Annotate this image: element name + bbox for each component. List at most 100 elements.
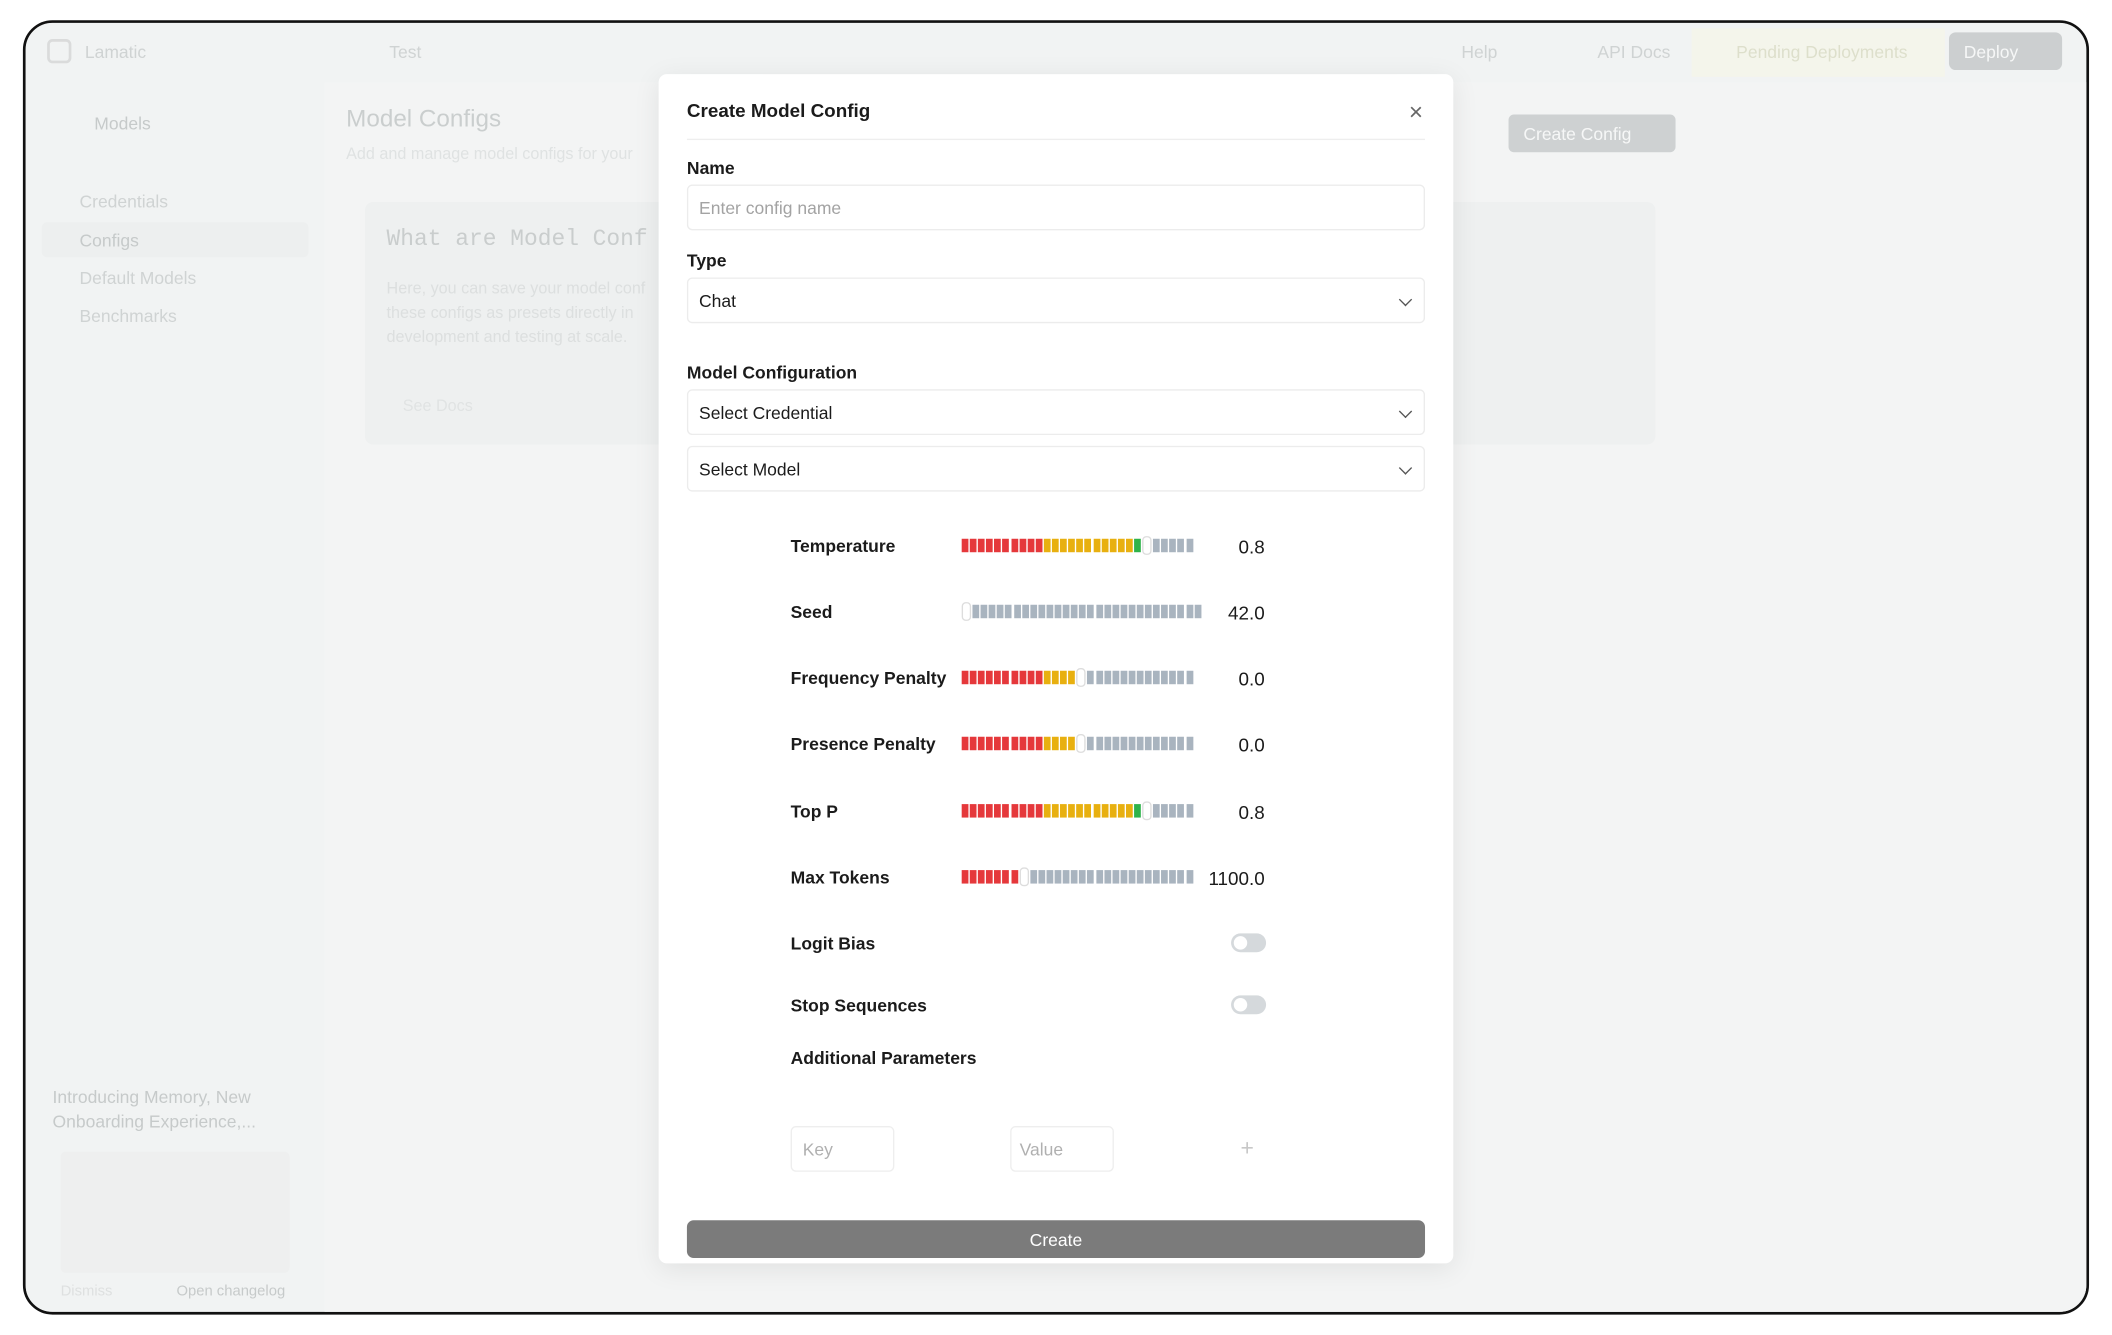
slider-segment — [1128, 604, 1136, 619]
slider-segment — [1068, 804, 1076, 818]
slider-segment — [1054, 604, 1062, 619]
slider-segment — [980, 604, 988, 619]
toggle[interactable] — [1231, 995, 1267, 1015]
slider-segment — [1185, 870, 1193, 884]
slider-segment — [1153, 538, 1160, 553]
slider-segment — [1161, 804, 1169, 818]
slider[interactable] — [961, 867, 1193, 887]
slider-segment — [1027, 538, 1035, 553]
slider[interactable] — [961, 734, 1193, 753]
slider[interactable] — [961, 668, 1193, 687]
slider-handle[interactable] — [1142, 801, 1152, 821]
slider-segment — [1087, 736, 1095, 751]
placeholder: Value — [1019, 1139, 1064, 1160]
slider-segment — [994, 870, 1002, 884]
slider-segment — [1153, 670, 1160, 685]
slider-segment — [1169, 804, 1177, 818]
slider-handle[interactable] — [1019, 867, 1029, 887]
slider-segment — [1112, 670, 1119, 685]
close-button[interactable]: × — [1408, 98, 1424, 126]
nav-item[interactable]: Credentials — [79, 191, 169, 212]
toggle[interactable] — [1231, 933, 1267, 953]
slider[interactable] — [961, 602, 1201, 621]
slider-segment — [1071, 870, 1078, 884]
slider-handle[interactable] — [1142, 536, 1152, 555]
slider-segment — [1021, 604, 1029, 619]
slider-segment — [1185, 736, 1193, 751]
nav-item[interactable]: Default Models — [79, 268, 197, 289]
toggle-label: Stop Sequences — [790, 995, 927, 1016]
back-link[interactable]: Models — [94, 113, 151, 134]
see-docs[interactable]: See Docs — [402, 395, 473, 415]
create-config-button[interactable] — [1508, 114, 1676, 153]
create-config-label: Create Config — [1523, 123, 1632, 145]
open-changelog[interactable]: Open changelog — [176, 1283, 286, 1300]
slider-handle[interactable] — [961, 602, 972, 621]
slider-segment — [961, 736, 969, 751]
slider-segment — [1068, 736, 1076, 751]
help[interactable]: Help — [1461, 41, 1498, 62]
slider-segment — [1185, 670, 1193, 685]
add-button[interactable]: + — [1240, 1135, 1254, 1162]
slider-segment — [961, 670, 969, 685]
slider-segment — [1002, 870, 1010, 884]
slider-segment — [1112, 604, 1119, 619]
slider-segment — [1101, 538, 1108, 553]
deploy-button[interactable] — [1948, 32, 2063, 71]
workspace[interactable]: Lamatic — [84, 41, 147, 62]
slider-segment — [978, 736, 985, 751]
slider-segment — [1161, 538, 1169, 553]
type-select[interactable]: Chat — [686, 277, 1426, 324]
slider-segment — [972, 604, 980, 619]
create-button[interactable] — [686, 1220, 1426, 1259]
slider-handle[interactable] — [1076, 668, 1087, 687]
slider-segment — [1035, 670, 1043, 685]
slider-segment — [1169, 604, 1177, 619]
slider-segment — [969, 736, 977, 751]
slider-segment — [1112, 736, 1119, 751]
model-select[interactable]: Select Model — [686, 445, 1426, 492]
project[interactable]: Test — [389, 41, 422, 62]
slider[interactable] — [961, 801, 1193, 821]
key-input[interactable] — [790, 1126, 895, 1172]
slider-segment — [1019, 736, 1026, 751]
slider-segment — [1060, 804, 1067, 818]
slider-segment — [1128, 670, 1136, 685]
slider-handle[interactable] — [1076, 734, 1087, 753]
deploy-label: Deploy — [1963, 41, 2019, 62]
slider-segment — [1136, 736, 1144, 751]
slider-segment — [1076, 804, 1084, 818]
slider-segment — [1030, 870, 1037, 884]
slider-segment — [989, 604, 996, 619]
pending-deployments[interactable]: Pending Deployments — [1736, 41, 1908, 62]
chevron — [1398, 404, 1413, 419]
slider-segment — [1144, 604, 1152, 619]
nav-item[interactable]: Configs — [79, 230, 139, 251]
name-input[interactable]: Enter config name — [686, 184, 1426, 231]
value-input[interactable] — [1010, 1126, 1114, 1172]
param-value: 42.0 — [1228, 602, 1265, 624]
dismiss[interactable]: Dismiss — [60, 1283, 113, 1300]
nav-item[interactable]: Benchmarks — [79, 305, 177, 326]
slider-segment — [1013, 604, 1021, 619]
param-value: 0.0 — [1238, 668, 1265, 690]
param-label: Top P — [790, 801, 838, 822]
slider-segment — [1038, 870, 1045, 884]
slider-segment — [969, 538, 977, 553]
slider-segment — [1095, 736, 1103, 751]
slider-segment — [978, 804, 985, 818]
slider-segment — [1095, 670, 1103, 685]
slider-segment — [986, 538, 994, 553]
slider-segment — [1035, 736, 1043, 751]
slider-segment — [997, 604, 1004, 619]
card-title: What are Model Conf — [386, 227, 648, 254]
param-label: Frequency Penalty — [790, 668, 947, 689]
slider-segment — [1062, 870, 1070, 884]
api-docs[interactable]: API Docs — [1597, 41, 1671, 62]
param-label: Presence Penalty — [790, 734, 936, 755]
field-label: Name — [686, 157, 735, 178]
slider[interactable] — [961, 536, 1193, 555]
slider-segment — [1046, 870, 1054, 884]
credential-select[interactable]: Select Credential — [686, 389, 1426, 436]
